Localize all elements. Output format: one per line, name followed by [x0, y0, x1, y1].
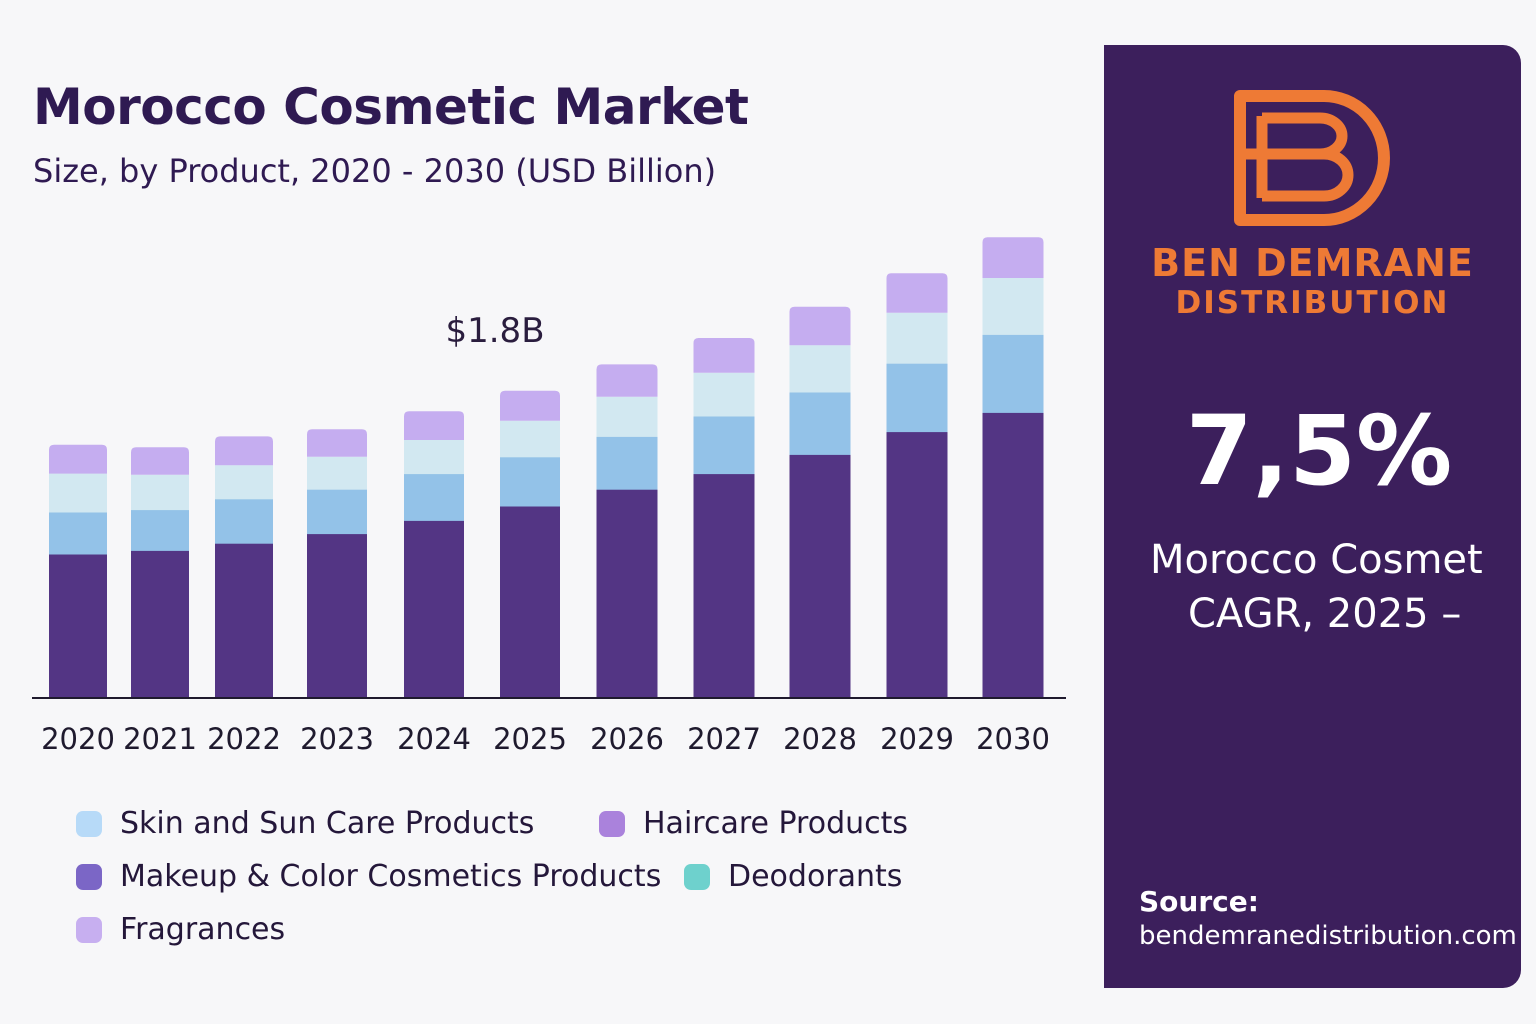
x-tick-label: 2030: [976, 722, 1050, 756]
bar-2020-skin-and-sun-care-products: [49, 512, 107, 555]
bar-2027-makeup-color-cosmetics-products: [693, 473, 755, 699]
x-tick-label: 2028: [783, 722, 857, 756]
bar-2020-haircare-products: [49, 444, 107, 474]
x-tick-label: 2020: [41, 722, 115, 756]
bar-2028-deodorants: [789, 345, 851, 393]
legend-label: Skin and Sun Care Products: [120, 806, 535, 841]
bar-2023-haircare-products: [307, 429, 367, 457]
bar-2028-haircare-products: [789, 306, 851, 346]
bar-2024-deodorants: [404, 440, 464, 475]
bar-2022-haircare-products: [215, 436, 273, 466]
bar-2027-deodorants: [693, 372, 755, 417]
bar-2024-makeup-color-cosmetics-products: [404, 520, 464, 699]
legend-label: Haircare Products: [643, 806, 909, 841]
bar-2027-skin-and-sun-care-products: [693, 416, 755, 475]
legend-item-fragrances: Fragrances: [76, 912, 285, 947]
legend-item-deodorants: Deodorants: [684, 859, 902, 894]
legend-swatch: [599, 810, 625, 837]
bar-2028-skin-and-sun-care-products: [789, 392, 851, 455]
legend-swatch: [684, 863, 710, 890]
chart-legend: Skin and Sun Care Products Haircare Prod…: [76, 800, 976, 960]
bar-2030-deodorants: [982, 278, 1044, 335]
bar-2026-makeup-color-cosmetics-products: [596, 489, 658, 699]
bar-2026-deodorants: [596, 396, 658, 437]
bar-2030-haircare-products: [982, 237, 1044, 278]
bar-2028-makeup-color-cosmetics-products: [789, 454, 851, 699]
bar-2030-skin-and-sun-care-products: [982, 334, 1044, 413]
bar-2021-deodorants: [131, 474, 189, 511]
bar-2025-deodorants: [500, 420, 560, 458]
x-tick-label: 2027: [687, 722, 761, 756]
legend-swatch: [76, 916, 102, 943]
legend-swatch: [76, 810, 102, 837]
cagr-label-line1: Morocco Cosmet: [1150, 537, 1483, 583]
value-annotation: $1.8B: [445, 311, 544, 351]
bar-2021-skin-and-sun-care-products: [131, 509, 189, 551]
legend-item-skin-sun-care: Skin and Sun Care Products: [76, 806, 534, 841]
chart-subtitle: Size, by Product, 2020 - 2030 (USD Billi…: [33, 152, 717, 190]
x-tick-label: 2022: [207, 722, 281, 756]
legend-label: Fragrances: [120, 912, 286, 947]
bar-2029-haircare-products: [886, 273, 948, 313]
ben-demrane-logo-icon: [1234, 90, 1390, 226]
legend-label: Makeup & Color Cosmetics Products: [120, 859, 662, 894]
x-tick-label: 2025: [493, 722, 567, 756]
source-url: bendemranedistribution.com: [1139, 921, 1517, 951]
legend-label: Deodorants: [728, 859, 903, 894]
chart-title: Morocco Cosmetic Market: [33, 78, 749, 136]
bar-2022-makeup-color-cosmetics-products: [215, 543, 273, 699]
bar-2025-haircare-products: [500, 390, 560, 421]
legend-item-haircare: Haircare Products: [599, 806, 908, 841]
bar-2029-deodorants: [886, 312, 948, 364]
x-tick-label: 2021: [123, 722, 197, 756]
x-tick-label: 2024: [397, 722, 471, 756]
x-tick-label: 2023: [300, 722, 374, 756]
source-label: Source:: [1139, 885, 1259, 918]
bar-2020-makeup-color-cosmetics-products: [49, 554, 107, 699]
legend-swatch: [76, 863, 102, 890]
brand-subname: DISTRIBUTION: [1175, 285, 1450, 321]
bar-2020-deodorants: [49, 473, 107, 513]
bar-2027-haircare-products: [693, 338, 755, 373]
bar-2024-skin-and-sun-care-products: [404, 473, 464, 521]
bar-2023-deodorants: [307, 456, 367, 490]
legend-item-makeup: Makeup & Color Cosmetics Products: [76, 859, 661, 894]
bar-2022-deodorants: [215, 465, 273, 500]
bar-2026-haircare-products: [596, 364, 658, 397]
stacked-bar-chart: 2020 2021 2022 2023 2024 2025 2026 2027 2028 2029…: [32, 237, 1066, 756]
x-tick-label: 2026: [590, 722, 664, 756]
bar-2023-skin-and-sun-care-products: [307, 489, 367, 535]
bar-2029-skin-and-sun-care-products: [886, 363, 948, 433]
bar-2025-makeup-color-cosmetics-products: [500, 506, 560, 699]
cagr-label: Morocco Cosmet CAGR, 2025 –: [1150, 533, 1530, 641]
bar-2025-skin-and-sun-care-products: [500, 456, 560, 507]
bar-2021-makeup-color-cosmetics-products: [131, 550, 189, 699]
bar-2026-skin-and-sun-care-products: [596, 436, 658, 490]
bar-2021-haircare-products: [131, 447, 189, 475]
brand-panel: BEN DEMRANE DISTRIBUTION 7,5% Morocco Co…: [1104, 45, 1521, 988]
cagr-label-line2: CAGR, 2025 –: [1188, 591, 1462, 637]
bar-2023-makeup-color-cosmetics-products: [307, 533, 367, 699]
bar-2029-makeup-color-cosmetics-products: [886, 431, 948, 699]
x-tick-label: 2029: [880, 722, 954, 756]
bar-2022-skin-and-sun-care-products: [215, 498, 273, 544]
cagr-value: 7,5%: [1185, 395, 1453, 507]
bar-2030-makeup-color-cosmetics-products: [982, 412, 1044, 699]
bar-2024-haircare-products: [404, 411, 464, 440]
brand-name: BEN DEMRANE: [1151, 241, 1474, 285]
